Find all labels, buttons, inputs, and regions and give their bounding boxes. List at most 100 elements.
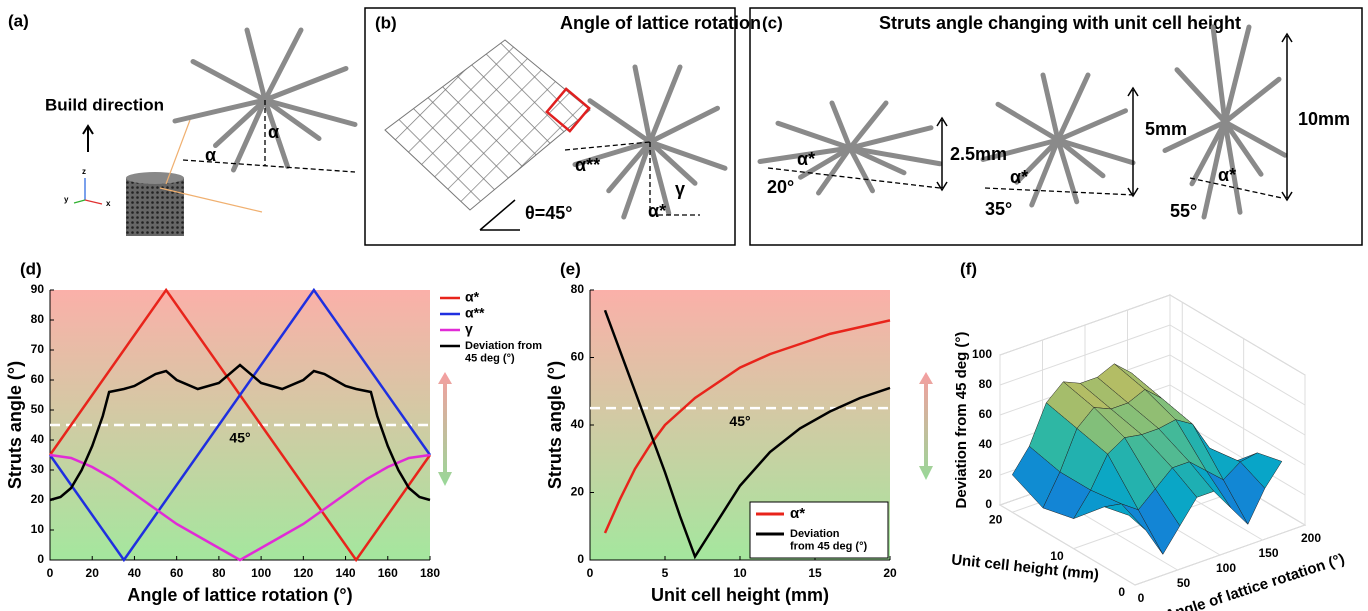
x-tick-label: 100: [1216, 561, 1236, 575]
angle-label: θ=45°: [525, 203, 572, 223]
legend-label: α**: [465, 305, 485, 321]
x-tick-label: 140: [336, 566, 356, 580]
z-tick-label: 20: [979, 467, 993, 481]
height-arrow: [1128, 88, 1138, 196]
x-axis-label: Angle of lattice rotation (°): [127, 585, 352, 605]
angle-label: α: [205, 145, 216, 165]
build-direction: Build direction: [45, 95, 164, 114]
angle-label: α*: [1218, 165, 1236, 185]
panel-c: (c) Struts angle changing with unit cell…: [750, 8, 1362, 245]
angle-label: γ: [675, 179, 685, 199]
panel-title: Angle of lattice rotation: [560, 13, 761, 33]
z-tick-label: 60: [979, 407, 993, 421]
z-tick-label: 100: [972, 347, 992, 361]
legend-label: α*: [790, 505, 805, 522]
unit-cell: [983, 75, 1133, 205]
x-tick-label: 5: [662, 566, 669, 580]
angle-marker: [480, 200, 520, 230]
panel-label: (a): [8, 11, 29, 30]
x-tick-label: 10: [733, 566, 747, 580]
arrow: [83, 126, 93, 152]
angle-label: α*: [1010, 167, 1028, 187]
x-tick-label: 0: [1138, 591, 1145, 605]
x-tick-label: 200: [1301, 531, 1321, 545]
y-tick-label: 50: [31, 402, 45, 416]
panel-label: (d): [20, 259, 42, 278]
y-tick-label: 40: [571, 417, 585, 431]
angle-label: α*: [797, 149, 815, 169]
y-tick-label: 20: [571, 485, 585, 499]
height-arrow: [937, 118, 947, 190]
y-tick-label: 30: [31, 462, 45, 476]
y-tick-label: 80: [31, 312, 45, 326]
lattice: [385, 40, 590, 210]
x-tick-label: 100: [251, 566, 271, 580]
y-tick-label: 0: [1118, 585, 1125, 599]
axis-triad: [74, 178, 102, 204]
x-tick-label: 50: [1177, 576, 1191, 590]
legend-label: γ: [465, 321, 473, 337]
panel-title: Struts angle changing with unit cell hei…: [879, 13, 1241, 33]
z-tick-label: 40: [979, 437, 993, 451]
height-label: 10mm: [1298, 109, 1350, 129]
y-tick-label: 20: [989, 512, 1003, 526]
y-tick-label: 90: [31, 282, 45, 296]
panel-label: (c): [762, 13, 783, 32]
panel-b: (b) Angle of lattice rotation α** γ α* θ…: [365, 8, 761, 245]
trend-arrow: [919, 372, 933, 480]
strut: [1032, 140, 1058, 205]
axis-label: x: [106, 199, 111, 208]
angle-label: 35°: [985, 199, 1012, 219]
x-tick-label: 80: [212, 566, 226, 580]
y-tick-label: 60: [31, 372, 45, 386]
x-tick-label: 0: [587, 566, 594, 580]
z-tick-label: 0: [985, 497, 992, 511]
y-tick-label: 80: [571, 282, 585, 296]
panel-label: (e): [560, 259, 581, 278]
angle-label: α*: [648, 201, 666, 221]
x-axis-label: Unit cell height (mm): [651, 585, 829, 605]
y-tick-label: 40: [31, 432, 45, 446]
y-axis-label: Struts angle (°): [5, 361, 25, 489]
x-tick-label: 15: [808, 566, 822, 580]
y-tick-label: 0: [577, 552, 584, 566]
axis-label: y: [64, 195, 69, 204]
body: (a) Build direction z y x α α (b) Angle …: [0, 0, 1368, 611]
x-tick-label: 40: [128, 566, 142, 580]
specimen-top: [126, 172, 184, 184]
angle-label: α**: [575, 155, 600, 175]
strut: [624, 142, 650, 217]
height-label: 2.5mm: [950, 144, 1007, 164]
x-tick-label: 120: [293, 566, 313, 580]
angle-label: 55°: [1170, 201, 1197, 221]
x-tick-label: 20: [86, 566, 100, 580]
y-tick-label: 10: [1050, 549, 1064, 563]
specimen: [126, 178, 184, 236]
reference-label: 45°: [729, 413, 750, 429]
panel-label: (f): [960, 259, 977, 278]
y-tick-label: 0: [37, 552, 44, 566]
panel-a: (a) Build direction z y x α α: [8, 11, 355, 236]
x-tick-label: 20: [883, 566, 897, 580]
y-tick-label: 20: [31, 492, 45, 506]
legend-label: α*: [465, 289, 480, 305]
height-label: 5mm: [1145, 119, 1187, 139]
y-tick-label: 10: [31, 522, 45, 536]
figure: (a) Build direction z y x α α (b) Angle …: [0, 0, 1368, 611]
angle-label: α: [268, 122, 279, 142]
x-tick-label: 160: [378, 566, 398, 580]
x-tick-label: 60: [170, 566, 184, 580]
trend-arrow: [438, 372, 452, 486]
y-axis-label: Struts angle (°): [545, 361, 565, 489]
reference-label: 45°: [229, 430, 250, 446]
y-tick-label: 60: [571, 350, 585, 364]
x-tick-label: 0: [47, 566, 54, 580]
axis-label: z: [82, 167, 86, 176]
height-arrow: [1282, 34, 1292, 200]
z-tick-label: 80: [979, 377, 993, 391]
y-tick-label: 70: [31, 342, 45, 356]
panel-label: (b): [375, 13, 397, 32]
z-axis-label: Deviation from 45 deg (°): [953, 332, 970, 509]
x-tick-label: 150: [1258, 546, 1278, 560]
